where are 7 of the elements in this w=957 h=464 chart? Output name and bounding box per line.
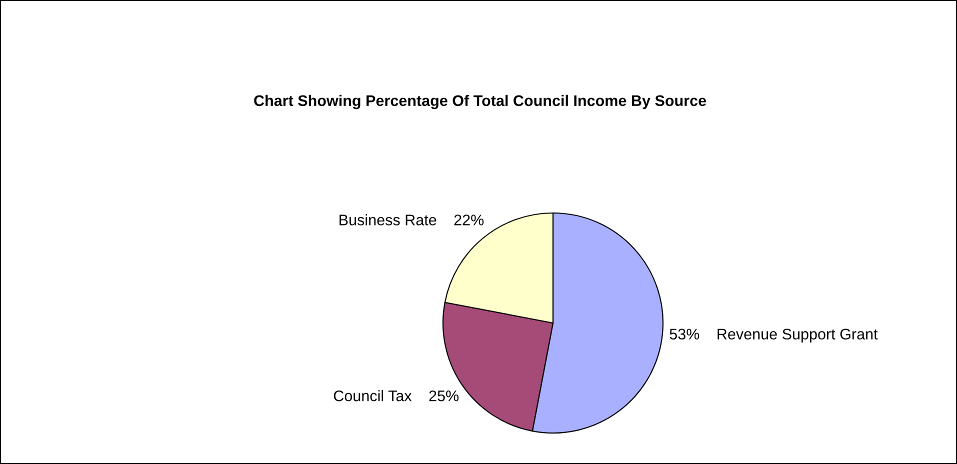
data-label: 25% <box>429 390 459 402</box>
data-label: 22% <box>454 214 484 226</box>
slice-label: Council Tax <box>334 390 412 402</box>
slice-label: Business Rate <box>340 214 436 226</box>
slice-label: Revenue Support Grant <box>718 328 878 343</box>
data-label: 53% <box>670 328 700 340</box>
chart-title: Chart Showing Percentage Of Total Council Income By Source <box>254 94 706 110</box>
